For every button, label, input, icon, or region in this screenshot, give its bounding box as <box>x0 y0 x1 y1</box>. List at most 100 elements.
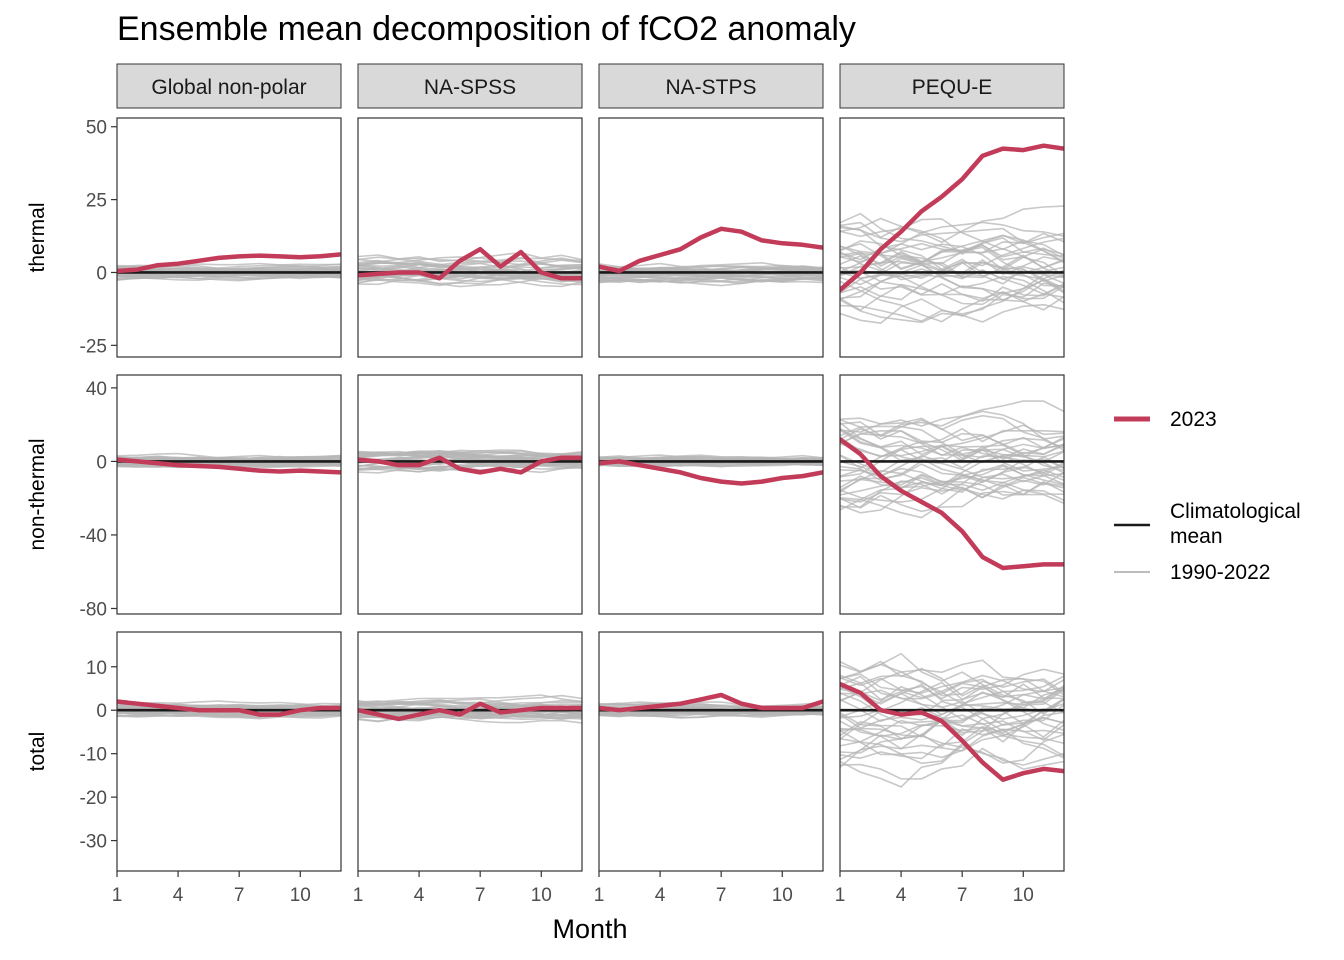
series-1990-2022-line <box>840 299 1064 324</box>
row-label-thermal: thermal <box>26 202 49 272</box>
series-1990-2022-line <box>840 225 1064 264</box>
y-tick-label: 0 <box>96 452 107 473</box>
series-1990-2022-line <box>358 251 582 262</box>
row-label-non-thermal: non-thermal <box>26 438 49 550</box>
legend-label-climatological-mean: Climatological <box>1170 500 1301 523</box>
facet-label-pequ-e: PEQU-E <box>912 76 993 99</box>
panel-border <box>598 631 824 872</box>
panel-border <box>839 117 1065 358</box>
series-2023-line <box>358 701 582 722</box>
series-1990-2022-line <box>840 461 1064 508</box>
y-tick-label: 0 <box>96 263 107 284</box>
x-tick-label: 4 <box>655 885 666 906</box>
facet-strip-na-spss <box>357 63 583 109</box>
series-1990-2022-line <box>840 427 1064 445</box>
x-tick-label: 7 <box>475 885 486 906</box>
x-axis-title: Month <box>552 914 627 944</box>
series-1990-2022-line <box>840 421 1064 459</box>
panel-lines <box>358 449 582 475</box>
series-1990-2022-line <box>840 437 1064 472</box>
x-tick-label: 1 <box>594 885 605 906</box>
series-2023-line <box>599 692 823 713</box>
series-1990-2022-line <box>117 713 341 718</box>
facet-label-na-stps: NA-STPS <box>665 76 756 99</box>
y-tick-label: -30 <box>80 832 107 853</box>
facet-strip-global-non-polar <box>116 63 342 109</box>
x-tick-label: 1 <box>112 885 123 906</box>
panel-border <box>598 374 824 615</box>
panel-total-global-non-polar <box>116 631 342 872</box>
series-1990-2022-line <box>840 400 1064 427</box>
series-1990-2022-line <box>840 251 1064 304</box>
legend-label-climatological-mean: mean <box>1170 525 1223 548</box>
panel-total-na-spss <box>357 631 583 872</box>
series-1990-2022-line <box>358 694 582 704</box>
panel-thermal-na-stps <box>598 117 824 358</box>
series-1990-2022-line <box>358 263 582 275</box>
facet-label-global-non-polar: Global non-polar <box>151 76 306 99</box>
panel-total-pequ-e <box>839 631 1065 872</box>
series-1990-2022-line <box>840 674 1064 704</box>
panel-border <box>357 117 583 358</box>
series-1990-2022-line <box>117 462 341 469</box>
series-2023-line <box>117 252 341 274</box>
series-1990-2022-line <box>840 244 1064 265</box>
legend-label-2023: 2023 <box>1170 408 1217 431</box>
series-1990-2022-line <box>840 463 1064 493</box>
series-1990-2022-line <box>840 274 1064 306</box>
panel-lines <box>358 694 582 724</box>
series-1990-2022-line <box>840 205 1064 244</box>
facet-label-na-spss: NA-SPSS <box>424 76 516 99</box>
series-2023-line <box>117 699 341 717</box>
series-2023-line <box>117 457 341 475</box>
series-1990-2022-line <box>840 278 1064 303</box>
series-2023-line <box>840 437 1064 571</box>
panel-thermal-global-non-polar <box>116 117 342 358</box>
panel-non-thermal-na-spss <box>357 374 583 615</box>
series-1990-2022-line <box>840 217 1064 260</box>
series-2023-line <box>358 246 582 281</box>
series-1990-2022-line <box>840 744 1064 788</box>
series-1990-2022-line <box>840 487 1064 519</box>
panel-border <box>598 117 824 358</box>
series-1990-2022-line <box>599 274 823 283</box>
series-2023-line <box>840 681 1064 782</box>
panel-lines <box>117 699 341 720</box>
facet-strip-na-stps <box>598 63 824 109</box>
panel-lines <box>358 246 582 288</box>
series-1990-2022-line <box>840 425 1064 455</box>
panel-border <box>116 117 342 358</box>
panel-lines <box>599 454 823 486</box>
panel-lines <box>599 226 823 287</box>
panel-border <box>357 631 583 872</box>
series-1990-2022-line <box>840 424 1064 478</box>
series-1990-2022-line <box>840 471 1064 501</box>
series-1990-2022-line <box>358 277 582 288</box>
series-1990-2022-line <box>840 714 1064 738</box>
chart-title: Ensemble mean decomposition of fCO2 anom… <box>117 10 856 48</box>
x-tick-label: 4 <box>414 885 425 906</box>
facet-strip-pequ-e <box>839 63 1065 109</box>
series-1990-2022-line <box>358 450 582 458</box>
x-tick-label: 1 <box>353 885 364 906</box>
panel-grid: Global non-polar NA-SPSS NA-STPS PEQU-E ther… <box>26 63 1065 906</box>
y-tick-label: 25 <box>86 191 107 212</box>
series-1990-2022-line <box>840 747 1064 780</box>
series-1990-2022-line <box>117 700 341 709</box>
series-1990-2022-line <box>840 280 1064 323</box>
x-tick-label: 4 <box>173 885 184 906</box>
panel-border <box>116 374 342 615</box>
series-1990-2022-line <box>358 451 582 460</box>
panel-border <box>839 374 1065 615</box>
x-tick-label: 7 <box>957 885 968 906</box>
series-1990-2022-line <box>117 452 341 460</box>
series-1990-2022-line <box>840 455 1064 496</box>
series-1990-2022-line <box>840 674 1064 694</box>
series-1990-2022-line <box>117 264 341 271</box>
panel-border <box>116 631 342 872</box>
series-1990-2022-line <box>840 418 1064 449</box>
series-1990-2022-line <box>599 711 823 718</box>
y-tick-label: 10 <box>86 658 107 679</box>
series-1990-2022-line <box>599 266 823 274</box>
series-1990-2022-line <box>840 724 1064 768</box>
